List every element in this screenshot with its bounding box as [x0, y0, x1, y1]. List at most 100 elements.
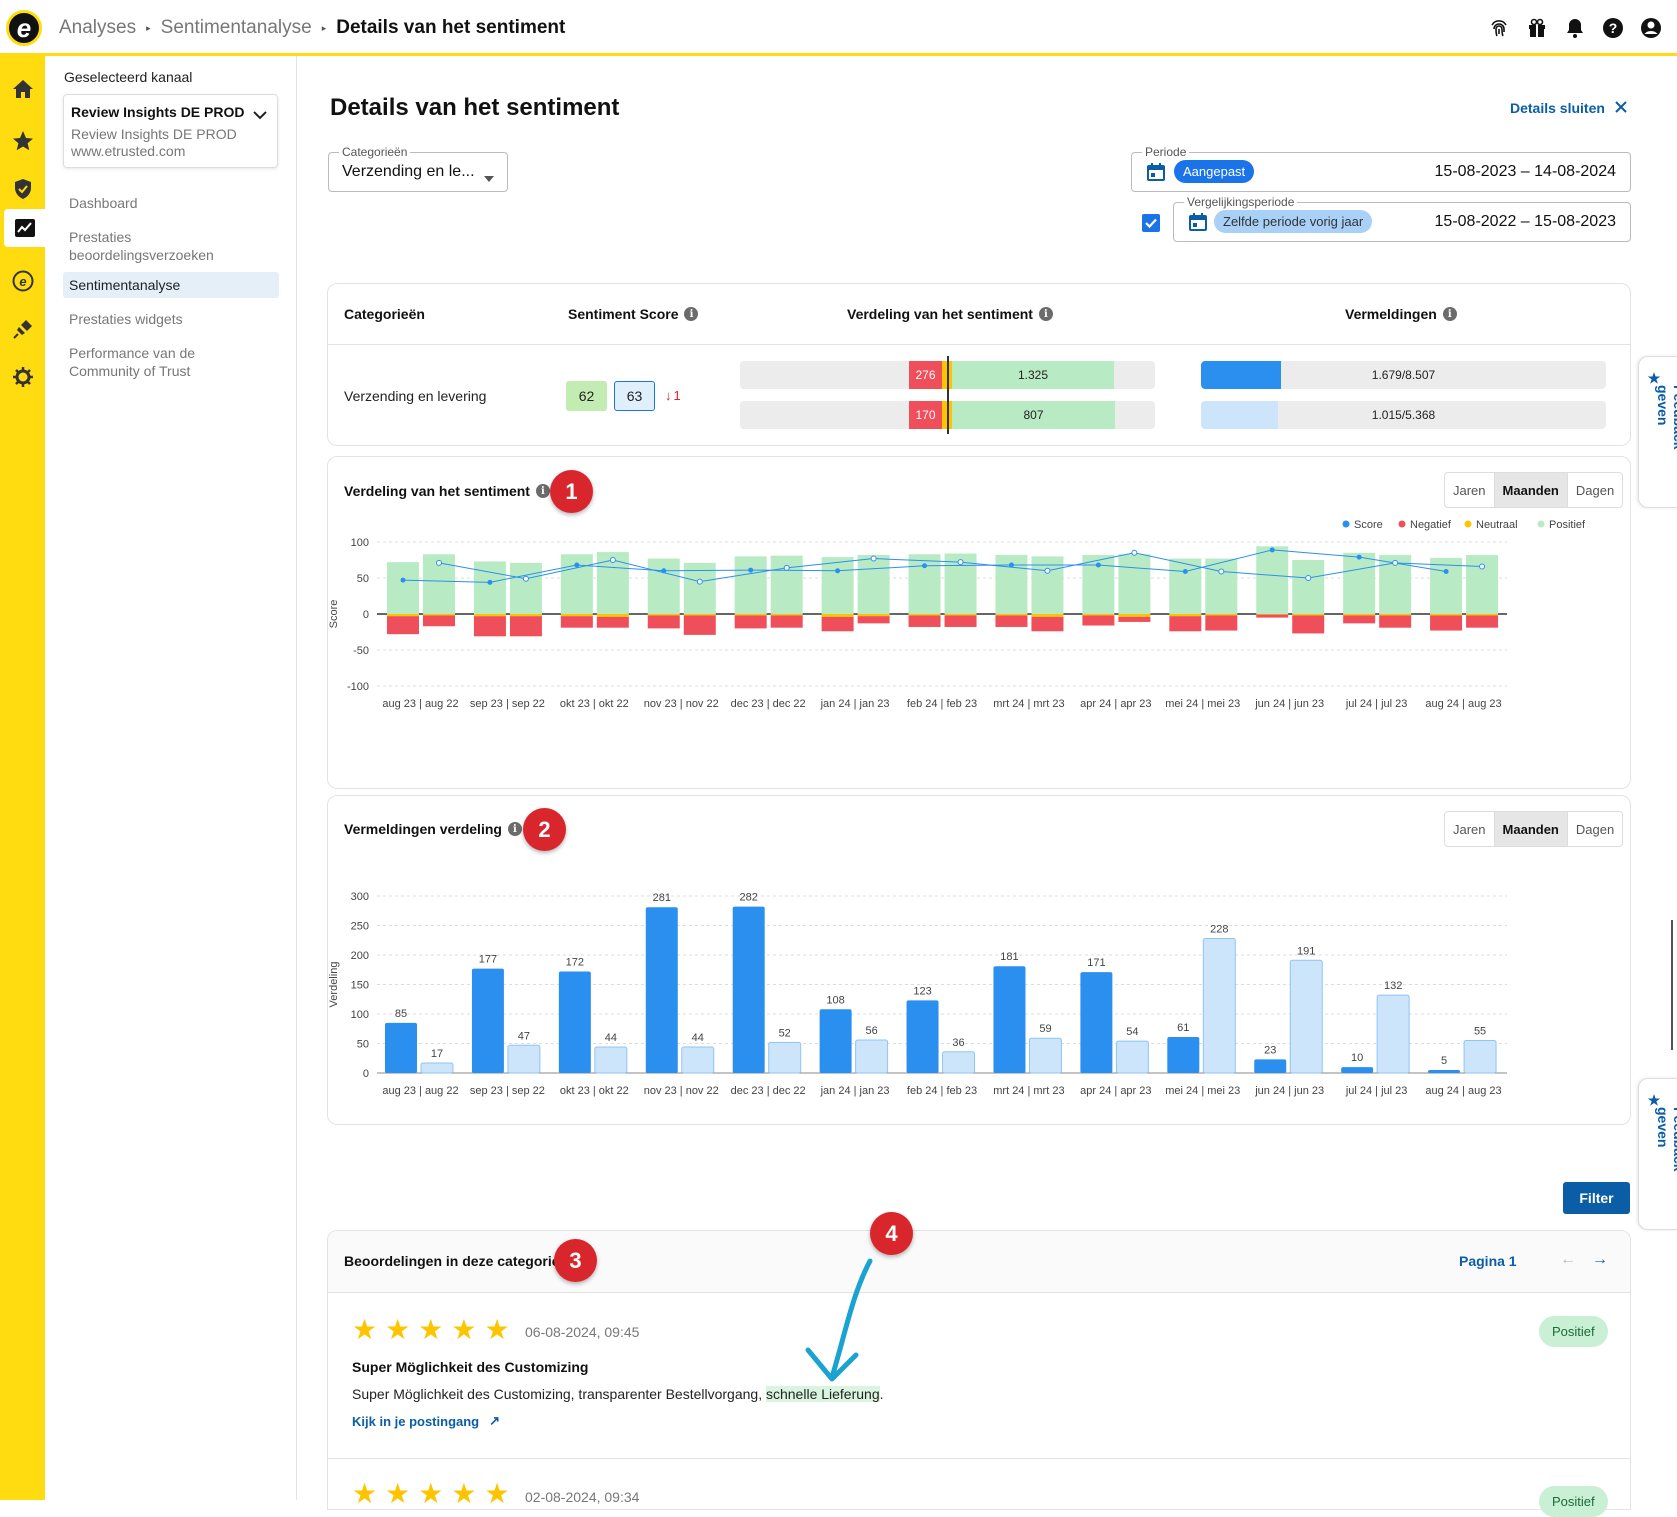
info-icon[interactable]: i — [684, 307, 699, 321]
channel-label: Geselecteerd kanaal — [64, 69, 193, 85]
negative-bar — [1430, 615, 1463, 631]
gear-icon[interactable] — [6, 358, 39, 396]
help-icon[interactable]: ? — [1601, 16, 1625, 40]
annotation-marker-2: 2 — [523, 808, 566, 851]
data-label: 56 — [865, 1025, 877, 1037]
shield-icon[interactable] — [6, 170, 39, 208]
star-icon[interactable] — [6, 122, 39, 160]
categories-select-label: Categorieën — [339, 145, 411, 159]
tab-months[interactable]: Maanden — [1494, 473, 1568, 507]
gift-icon[interactable] — [1525, 16, 1549, 40]
score-point — [1182, 569, 1188, 575]
info-icon[interactable]: i — [1442, 307, 1457, 321]
chart2-title-label: Vermeldingen verdeling — [344, 821, 502, 837]
sidebar-item-sentimentanalyse[interactable]: Sentimentanalyse — [63, 272, 279, 298]
breadcrumb-separator-icon: ▸ — [321, 22, 327, 33]
account-icon[interactable] — [1639, 16, 1663, 40]
distribution-positive: 1.325 — [952, 361, 1114, 389]
top-bar: e Analyses ▸ Sentimentanalyse ▸ Details … — [0, 0, 1677, 56]
star-icon: ★ — [352, 1478, 378, 1509]
sidebar-item-community-of-trust[interactable]: Performance van de Community of Trust — [69, 345, 196, 379]
prev-page-arrow-icon[interactable]: ← — [1560, 1251, 1576, 1268]
feedback-tab[interactable]: ★ Feedback geven — [1638, 1078, 1677, 1230]
negative-bar — [1169, 616, 1202, 632]
y-tick-label: 0 — [363, 609, 369, 621]
x-tick-label: nov 23 | nov 22 — [644, 698, 719, 710]
mentions-fill-current — [1201, 361, 1281, 389]
compare-checkbox[interactable] — [1142, 214, 1160, 232]
mentions-bar-current — [1428, 1070, 1461, 1073]
info-icon[interactable]: i — [507, 822, 522, 836]
next-page-arrow-icon[interactable]: → — [1592, 1251, 1608, 1268]
fingerprint-icon[interactable] — [1487, 16, 1511, 40]
plug-icon[interactable] — [6, 310, 39, 348]
col-header-sentiment-score-label: Sentiment Score — [568, 306, 679, 322]
tab-months[interactable]: Maanden — [1494, 812, 1568, 846]
data-label: 10 — [1351, 1052, 1363, 1064]
categories-select[interactable]: Categorieën Verzending en le... — [328, 145, 508, 192]
col-header-sentiment-score: Sentiment Score i — [568, 306, 699, 322]
negative-bar — [1205, 615, 1238, 631]
tab-days[interactable]: Dagen — [1575, 482, 1615, 498]
data-label: 228 — [1210, 923, 1228, 935]
tab-years[interactable]: Jaren — [1445, 473, 1495, 507]
negative-bar — [387, 616, 419, 635]
etrusted-logo[interactable]: e — [6, 10, 42, 46]
reviews-card: Beoordelingen in deze categorie 3 Pagina… — [327, 1230, 1631, 1517]
data-label: 55 — [1474, 1026, 1486, 1038]
sidebar-item-prestaties-widgets[interactable]: Prestaties widgets — [69, 311, 183, 327]
home-icon[interactable] — [6, 70, 39, 108]
score-point-previous — [1044, 567, 1051, 574]
x-tick-label: sep 23 | sep 22 — [470, 698, 545, 710]
channel-selector[interactable]: Review Insights DE PROD Review Insights … — [63, 94, 278, 168]
tab-years[interactable]: Jaren — [1445, 812, 1495, 846]
negative-bar — [509, 616, 542, 637]
filter-button[interactable]: Filter — [1563, 1182, 1630, 1214]
tab-days[interactable]: Dagen — [1575, 821, 1615, 837]
comparison-period-select[interactable]: Vergelijkingsperiode Zelfde periode vori… — [1173, 195, 1631, 242]
positive-bar — [1169, 558, 1202, 614]
data-label: 17 — [431, 1048, 443, 1060]
positive-bar — [1343, 552, 1376, 614]
page-indicator: Pagina 1 — [1459, 1253, 1517, 1269]
scrollbar-thumb[interactable] — [1671, 920, 1673, 1050]
sidebar-item-dashboard[interactable]: Dashboard — [69, 195, 138, 211]
mentions-value-previous: 1.015/5.368 — [1371, 408, 1436, 422]
review-body: Super Möglichkeit des Customizing, trans… — [352, 1386, 884, 1402]
breadcrumb-analyses[interactable]: Analyses — [59, 17, 137, 38]
view-in-inbox-link[interactable]: Kijk in je postingang ↗ — [352, 1413, 500, 1429]
mentions-bar-current — [906, 1000, 939, 1073]
x-tick-label: jul 24 | jul 23 — [1345, 698, 1408, 710]
positive-bar — [1031, 556, 1064, 614]
score-point-previous — [436, 559, 442, 566]
positive-bar — [1256, 546, 1289, 614]
analytics-icon[interactable] — [4, 209, 45, 247]
negative-bar — [1256, 614, 1289, 618]
x-tick-label: mei 24 | mei 23 — [1165, 698, 1240, 710]
info-icon[interactable]: i — [535, 484, 550, 498]
close-details-button[interactable]: Details sluiten — [1510, 100, 1627, 116]
neutral-bar — [560, 614, 593, 617]
chart1-granularity-tabs: Jaren Maanden Dagen — [1444, 472, 1624, 508]
etrusted-e-icon[interactable]: e — [6, 262, 39, 300]
feedback-tab[interactable]: ★ Feedback geven — [1638, 356, 1677, 508]
period-select[interactable]: Periode Aangepast 15-08-2023 – 14-08-202… — [1131, 145, 1631, 192]
x-tick-label: mei 24 | mei 23 — [1165, 1085, 1240, 1097]
breadcrumb-current: Details van het sentiment — [336, 17, 566, 38]
sidebar-item-prestaties-beoordelingsverzoeken[interactable]: Prestaties beoordelingsverzoeken — [69, 229, 214, 263]
bell-icon[interactable] — [1563, 16, 1587, 40]
distribution-negative: 170 — [909, 401, 942, 429]
neutral-bar — [821, 614, 854, 617]
x-tick-label: jun 24 | jun 23 — [1254, 698, 1324, 710]
data-label: 59 — [1039, 1023, 1051, 1035]
mentions-bar-previous — [1028, 1037, 1062, 1074]
positive-bar — [473, 561, 506, 614]
info-icon[interactable]: i — [1038, 307, 1053, 321]
data-label: 281 — [653, 892, 671, 904]
period-select-label: Periode — [1142, 145, 1190, 159]
data-label: 23 — [1264, 1044, 1276, 1056]
review-date: 06-08-2024, 09:45 — [525, 1324, 640, 1340]
breadcrumb-sentimentanalyse[interactable]: Sentimentanalyse — [160, 17, 312, 38]
neutral-bar — [1466, 614, 1499, 616]
positive-bar — [387, 562, 419, 614]
